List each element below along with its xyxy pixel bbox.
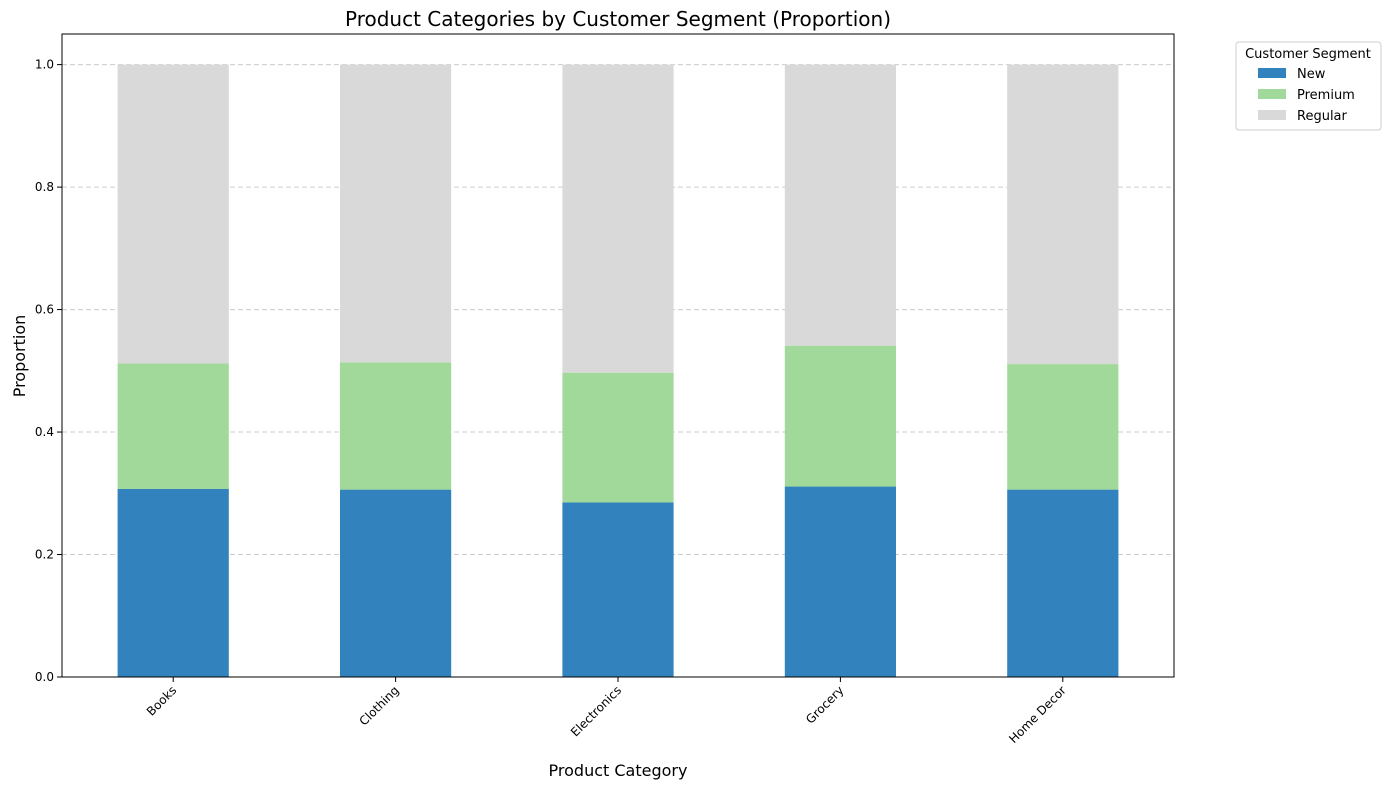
bar-new-home-decor xyxy=(1007,489,1119,677)
bar-new-clothing xyxy=(340,489,452,677)
x-axis-label: Product Category xyxy=(549,761,688,780)
y-tick-label: 0.4 xyxy=(35,425,54,439)
x-tick-label: Electronics xyxy=(568,683,624,739)
y-axis-label: Proportion xyxy=(10,315,29,398)
legend-label-new: New xyxy=(1297,67,1326,82)
bar-premium-grocery xyxy=(784,345,896,487)
bar-premium-books xyxy=(117,363,229,489)
bar-regular-electronics xyxy=(562,64,674,373)
legend-swatch-premium xyxy=(1258,89,1286,99)
legend-swatch-new xyxy=(1258,68,1286,78)
y-tick-label: 0.6 xyxy=(35,303,54,317)
bar-premium-electronics xyxy=(562,372,674,503)
legend-items: New Premium Regular xyxy=(1258,67,1355,124)
chart-title: Product Categories by Customer Segment (… xyxy=(345,7,891,31)
y-tick-label: 0.0 xyxy=(35,670,54,684)
bars-layer xyxy=(117,64,1119,677)
y-tick-label: 1.0 xyxy=(35,58,54,72)
legend: Customer Segment New Premium Regular xyxy=(1235,41,1382,131)
x-tick-label: Clothing xyxy=(357,683,402,728)
bar-new-grocery xyxy=(784,486,896,677)
y-axis: 0.0 0.2 0.4 0.6 0.8 1.0 xyxy=(35,58,62,684)
bar-premium-home-decor xyxy=(1007,364,1119,490)
bar-new-books xyxy=(117,488,229,677)
x-tick-label: Grocery xyxy=(803,683,846,726)
legend-label-premium: Premium xyxy=(1297,88,1355,103)
bar-new-electronics xyxy=(562,502,674,677)
bar-regular-home-decor xyxy=(1007,64,1119,365)
y-tick-label: 0.8 xyxy=(35,180,54,194)
legend-frame xyxy=(1235,41,1382,131)
bar-premium-clothing xyxy=(340,362,452,490)
bar-regular-grocery xyxy=(784,64,896,346)
bar-regular-books xyxy=(117,64,229,364)
bar-regular-clothing xyxy=(340,64,452,363)
x-tick-label: Books xyxy=(144,683,179,718)
legend-swatch-regular xyxy=(1258,110,1286,120)
y-tick-label: 0.2 xyxy=(35,548,54,562)
legend-title: Customer Segment xyxy=(1245,47,1371,62)
legend-label-regular: Regular xyxy=(1297,109,1348,124)
x-axis: Books Clothing Electronics Grocery Home Deco… xyxy=(144,677,1069,746)
x-tick-label: Home Decor xyxy=(1006,683,1069,746)
